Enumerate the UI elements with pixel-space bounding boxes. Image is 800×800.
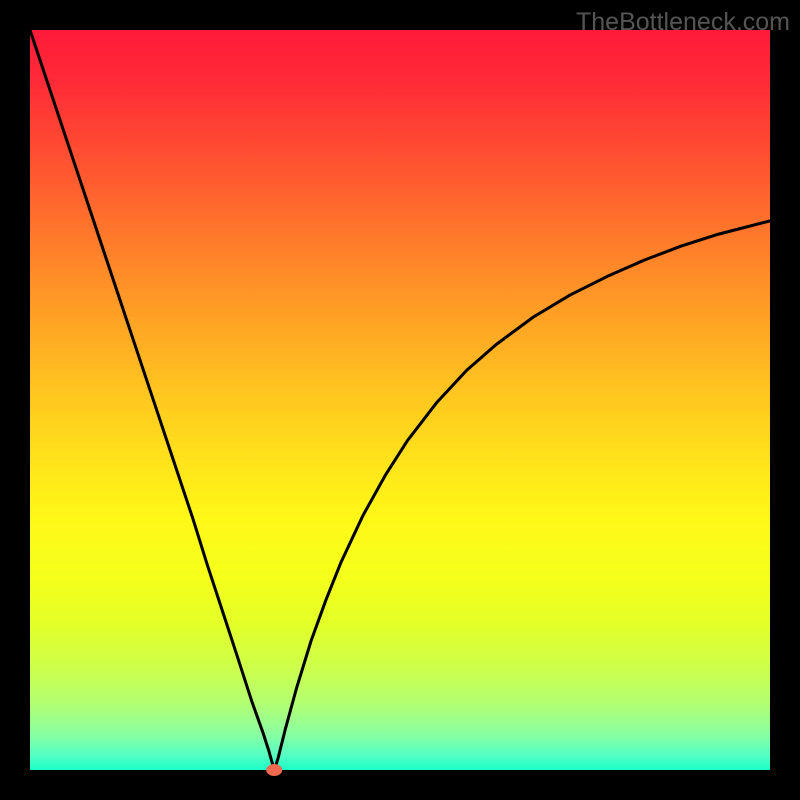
minimum-marker [266, 764, 282, 776]
chart-container: TheBottleneck.com [0, 0, 800, 800]
bottleneck-chart [0, 0, 800, 800]
plot-background-gradient [30, 30, 770, 770]
watermark-text: TheBottleneck.com [576, 8, 790, 37]
